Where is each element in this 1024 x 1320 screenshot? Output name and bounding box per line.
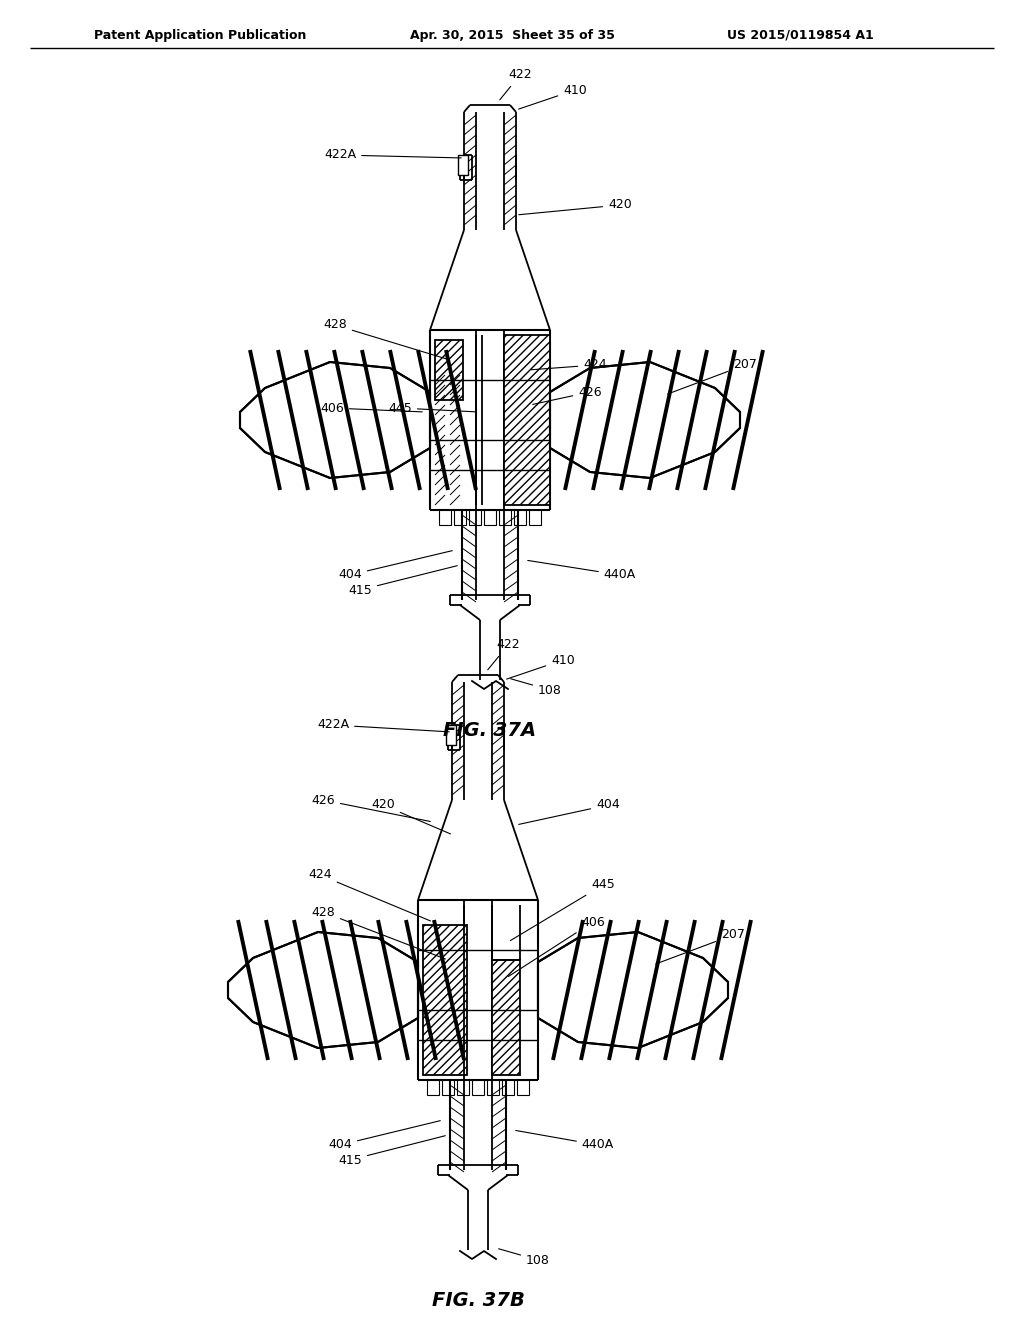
Text: Apr. 30, 2015  Sheet 35 of 35: Apr. 30, 2015 Sheet 35 of 35 — [410, 29, 614, 41]
Bar — [487, 1080, 499, 1096]
Bar — [427, 1080, 439, 1096]
Bar — [446, 725, 456, 744]
Text: FIG. 37B: FIG. 37B — [431, 1291, 524, 1309]
Text: 108: 108 — [499, 1249, 550, 1266]
Bar — [504, 335, 550, 506]
Text: 428: 428 — [324, 318, 447, 359]
Text: 424: 424 — [530, 359, 607, 371]
Bar — [439, 510, 451, 525]
Polygon shape — [240, 362, 430, 478]
Bar — [457, 1080, 469, 1096]
Text: 404: 404 — [519, 799, 620, 825]
Polygon shape — [228, 932, 418, 1048]
Bar — [514, 510, 526, 525]
Bar — [435, 341, 463, 400]
Text: 415: 415 — [338, 1135, 445, 1167]
Text: 422: 422 — [500, 69, 531, 100]
Text: 422A: 422A — [317, 718, 450, 731]
Bar — [484, 510, 496, 525]
Text: 440A: 440A — [527, 561, 636, 582]
Bar — [502, 1080, 514, 1096]
Text: FIG. 37A: FIG. 37A — [443, 721, 537, 739]
Text: 426: 426 — [532, 385, 602, 404]
Text: 404: 404 — [338, 550, 453, 582]
Polygon shape — [550, 362, 740, 478]
Text: 424: 424 — [308, 869, 430, 921]
Bar — [529, 510, 541, 525]
Text: 207: 207 — [655, 928, 744, 964]
Text: 404: 404 — [328, 1121, 440, 1151]
Bar — [442, 1080, 454, 1096]
Text: 406: 406 — [508, 916, 605, 977]
Text: 410: 410 — [507, 653, 574, 678]
Text: 426: 426 — [311, 793, 430, 821]
Text: 420: 420 — [371, 799, 451, 834]
Text: 207: 207 — [668, 359, 757, 395]
Bar — [458, 154, 468, 176]
Text: 410: 410 — [518, 83, 587, 110]
Text: 108: 108 — [511, 678, 562, 697]
Text: Patent Application Publication: Patent Application Publication — [94, 29, 306, 41]
Bar — [499, 510, 511, 525]
Text: US 2015/0119854 A1: US 2015/0119854 A1 — [727, 29, 873, 41]
Text: 422: 422 — [487, 639, 520, 669]
Text: 406: 406 — [321, 401, 422, 414]
Bar — [469, 510, 481, 525]
Text: 420: 420 — [519, 198, 632, 215]
Text: 445: 445 — [510, 879, 614, 941]
Text: 415: 415 — [348, 566, 458, 597]
Bar — [517, 1080, 529, 1096]
Text: 445: 445 — [388, 401, 476, 414]
Bar — [472, 1080, 484, 1096]
Bar — [454, 510, 466, 525]
Bar — [423, 925, 467, 1074]
Text: 422A: 422A — [324, 149, 461, 161]
Bar — [492, 960, 520, 1074]
Text: 440A: 440A — [516, 1130, 614, 1151]
Polygon shape — [538, 932, 728, 1048]
Text: 428: 428 — [311, 906, 445, 960]
